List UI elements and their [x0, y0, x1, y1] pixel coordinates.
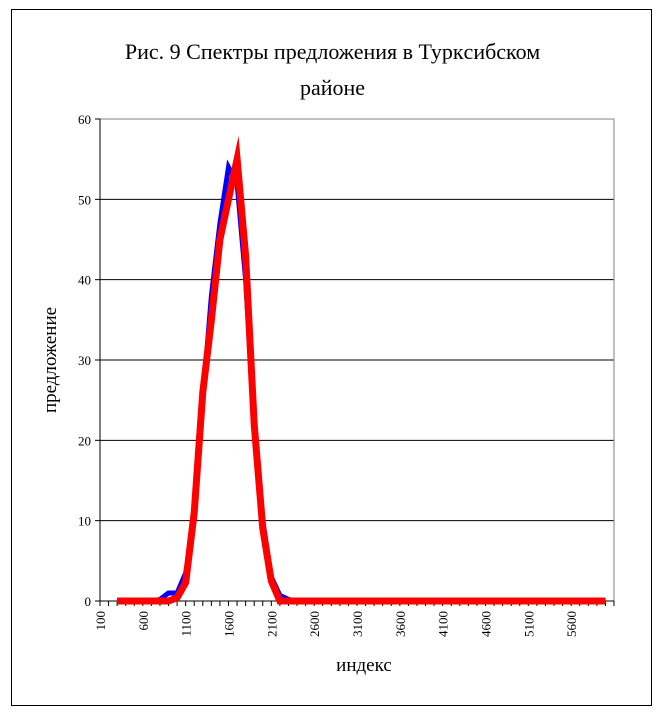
x-axis-title: индекс [336, 655, 392, 676]
chart-title: Рис. 9 Спектры предложения в Туркcибском… [12, 34, 653, 106]
y-tick-label-6: 60 [78, 112, 91, 127]
x-tick-label-7: 3600 [393, 611, 408, 637]
x-tick-label-10: 5100 [521, 611, 536, 637]
x-tick-label-3: 1600 [222, 611, 237, 637]
y-axis-title: предложение [40, 307, 61, 413]
chart-frame: Рис. 9 Спектры предложения в Туркcибском… [11, 9, 652, 706]
y-tick-label-4: 40 [78, 273, 91, 288]
x-tick-label-2: 1100 [179, 611, 194, 637]
x-tick-label-5: 2600 [307, 611, 322, 637]
y-tick-label-1: 10 [78, 514, 91, 529]
y-tick-label-0: 0 [85, 594, 92, 609]
chart-title-line-2: районе [299, 75, 366, 100]
axes [95, 118, 615, 606]
x-tick-label-11: 5600 [564, 611, 579, 637]
y-tick-label-2: 20 [78, 433, 91, 448]
x-tick-label-4: 2100 [264, 611, 279, 637]
y-tick-label-5: 50 [78, 192, 91, 207]
x-tick-labels: 100 600 1100 1600 2100 2600 3100 3600 4100 4600 51… [93, 611, 579, 637]
x-tick-label-9: 4600 [479, 611, 494, 637]
grid-lines [100, 118, 614, 522]
y-tick-labels: 0 10 20 30 40 50 60 [78, 112, 91, 609]
x-tick-label-1: 600 [136, 611, 151, 631]
x-tick-label-8: 4100 [436, 611, 451, 637]
chart-title-line-1: Рис. 9 Спектры предложения в Туркcибском [124, 39, 541, 64]
x-tick-label-6: 3100 [350, 611, 365, 637]
series-line-1 [117, 135, 606, 605]
x-tick-label-0: 100 [93, 611, 108, 631]
series-group [117, 135, 606, 605]
y-tick-label-3: 30 [78, 353, 91, 368]
